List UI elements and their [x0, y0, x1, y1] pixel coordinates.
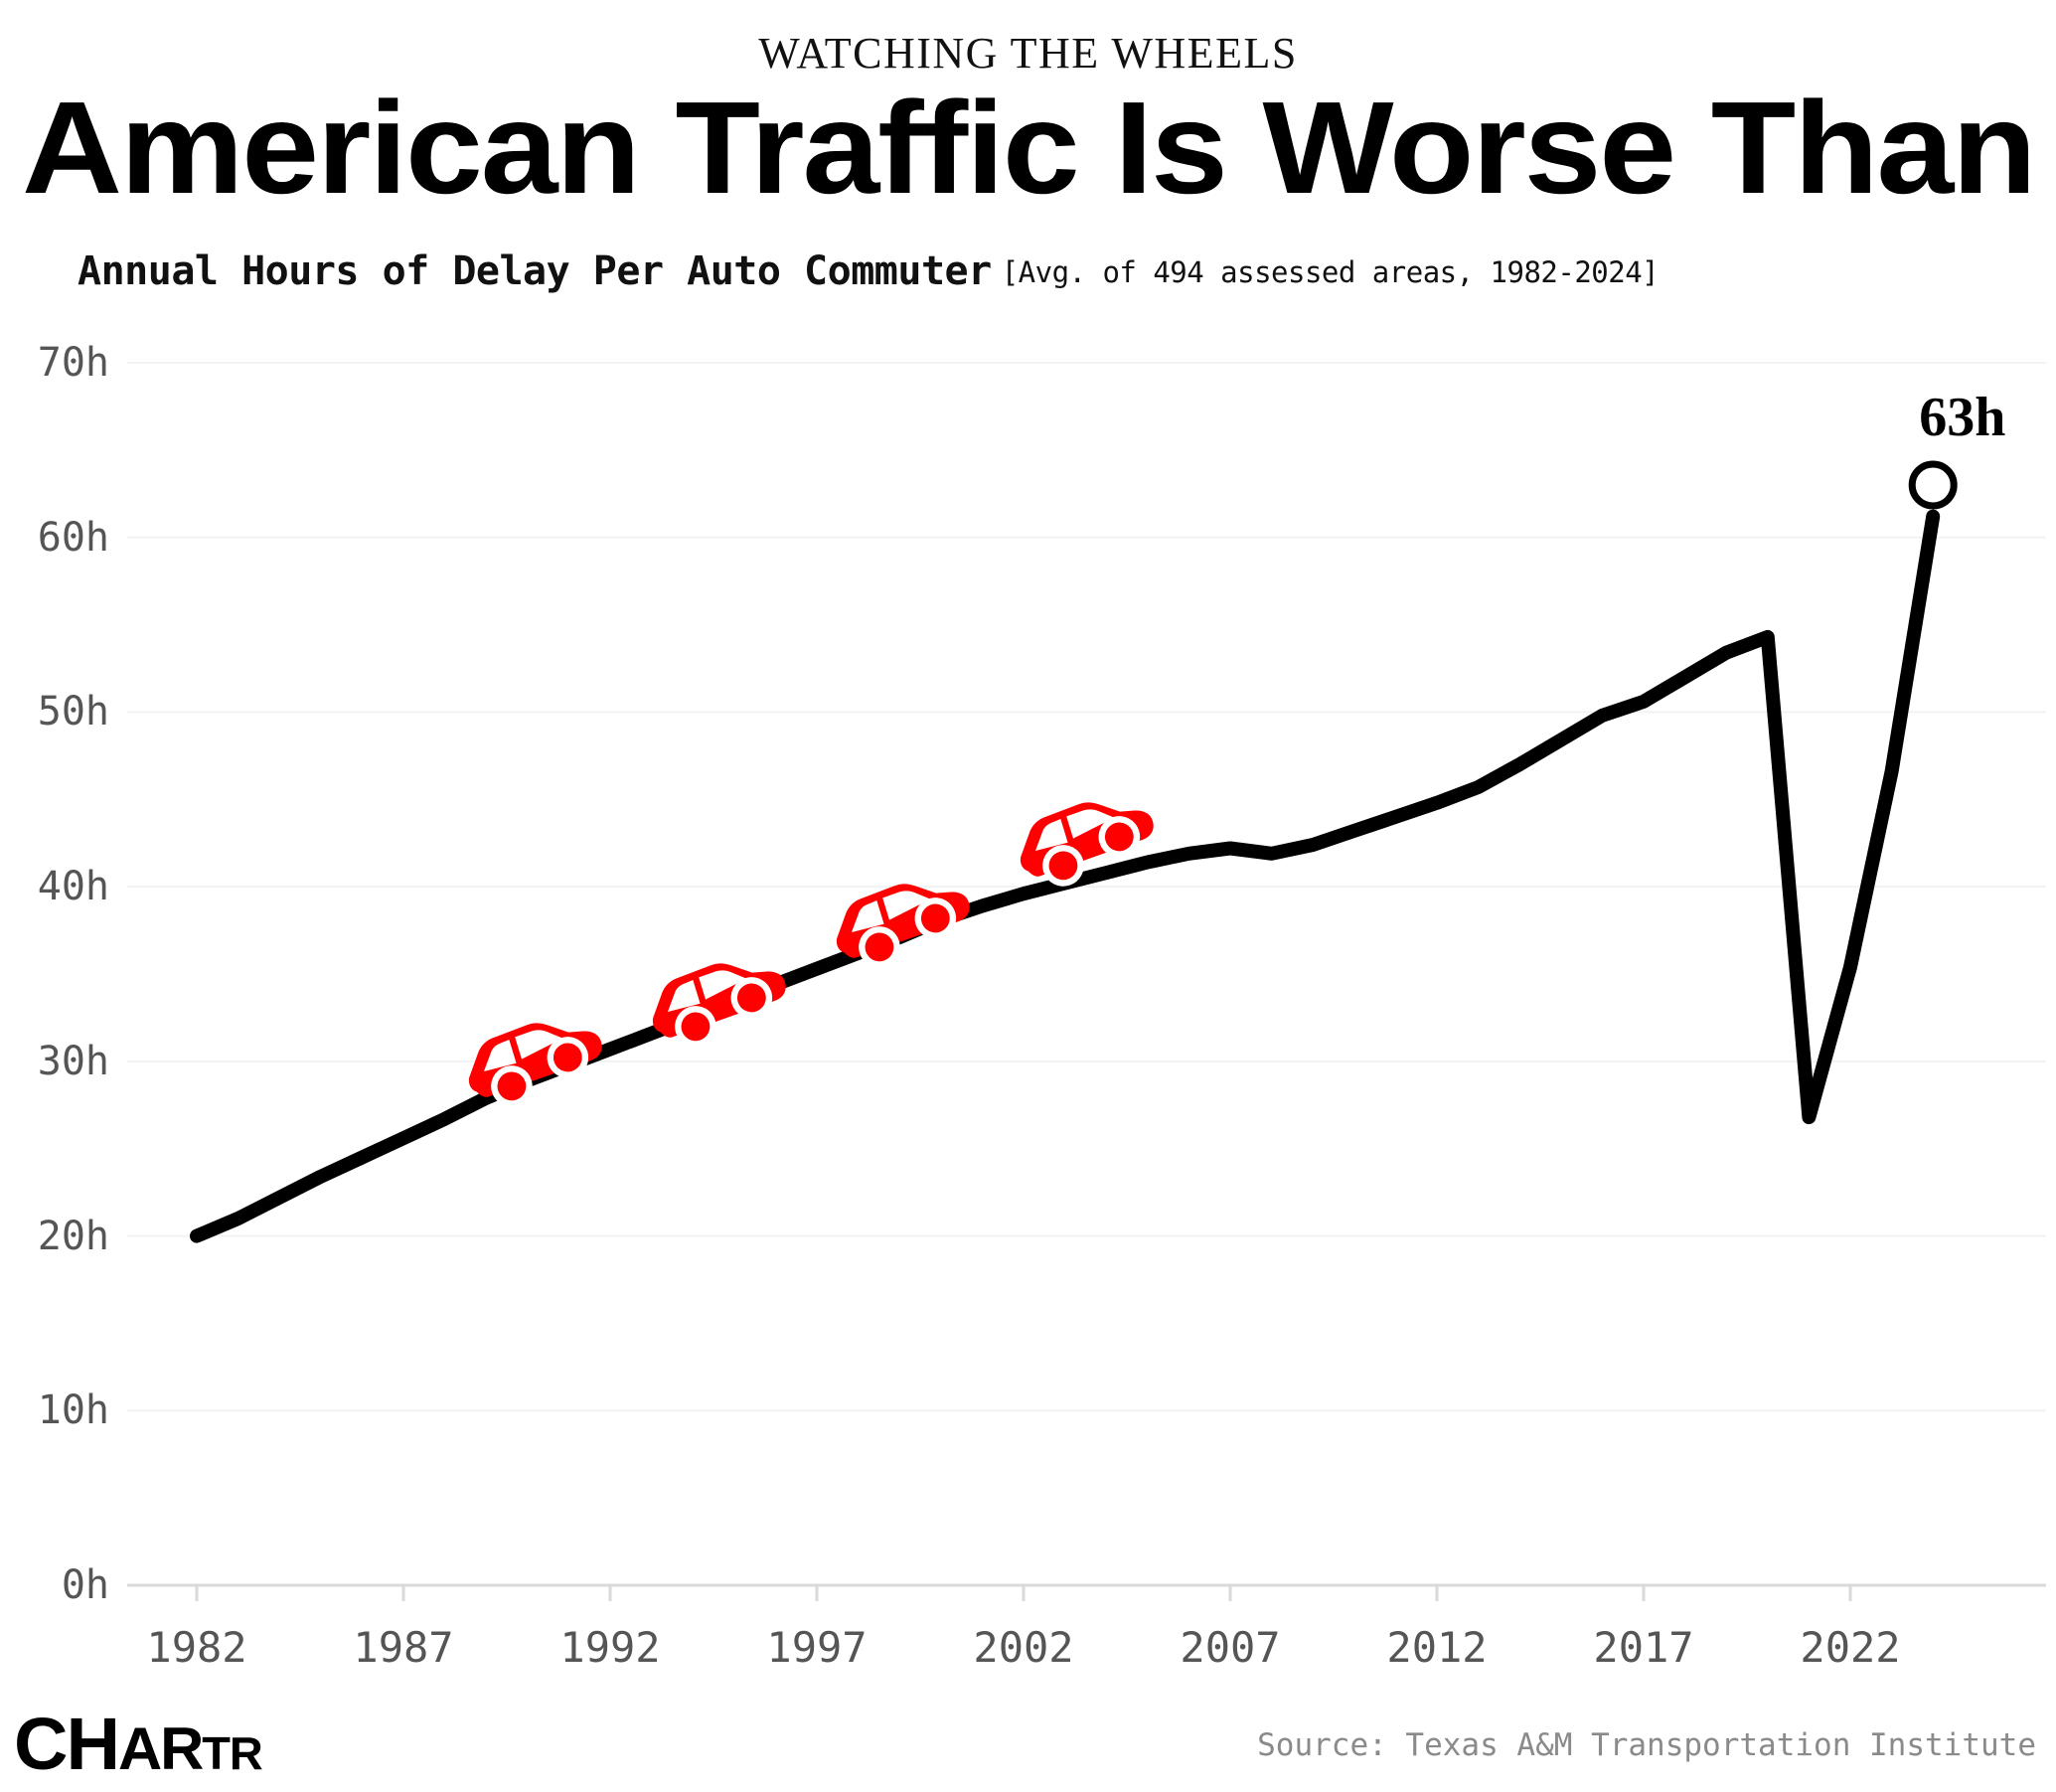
y-axis-tick-label: 20h: [37, 1213, 109, 1259]
red-car-icon: [1020, 802, 1154, 887]
y-axis-tick-label: 50h: [37, 689, 109, 735]
car-wheel: [553, 1043, 582, 1072]
x-axis-tick-label: 2002: [973, 1623, 1074, 1672]
car-rear-window: [851, 900, 884, 933]
x-axis-tick-label: 1992: [559, 1623, 661, 1672]
gridlines: [127, 362, 2046, 1587]
kicker-eyebrow: WATCHING THE WHEELS: [758, 29, 1298, 78]
car-rear-window: [667, 980, 701, 1013]
car-front-window: [882, 891, 931, 920]
car-wheel: [920, 903, 950, 933]
logo-part-1: CH: [14, 1703, 120, 1785]
y-axis-tick-label: 70h: [37, 340, 109, 386]
car-wheel: [1104, 822, 1134, 852]
car-wheel: [497, 1071, 527, 1101]
y-axis-tick-label: 0h: [61, 1562, 109, 1608]
y-axis-tick-label: 40h: [37, 864, 109, 910]
car-wheel: [1048, 851, 1078, 881]
car-front-window: [699, 970, 747, 1000]
x-axis-tick-label: 1987: [353, 1623, 454, 1672]
car-wheel: [681, 1012, 711, 1042]
red-car-icon: [652, 963, 786, 1048]
page-title: American Traffic Is Worse Than Ever: [22, 75, 2056, 221]
chart-subtitle-main: Annual Hours of Delay Per Auto Commuter: [78, 248, 992, 294]
logo-part-3: TR: [202, 1727, 263, 1779]
chart-subtitle: Annual Hours of Delay Per Auto Commuter […: [78, 248, 1660, 294]
car-rear-window: [1034, 819, 1068, 852]
x-axis-rail: [192, 1583, 2046, 1601]
x-axis-tick-label: 2007: [1180, 1623, 1281, 1672]
red-car-icon: [836, 884, 970, 968]
x-axis-tick-label: 2022: [1800, 1623, 1901, 1672]
x-axis-tick-label: 2017: [1593, 1623, 1694, 1672]
source-note: Source: Texas A&M Transportation Institu…: [1257, 1727, 2036, 1763]
y-axis-tick-label: 30h: [37, 1038, 109, 1084]
car-rear-window: [483, 1040, 517, 1072]
car-wheel: [736, 983, 766, 1013]
endpoint-value-label: 63h: [1919, 387, 2006, 448]
y-axis-tick-label: 10h: [37, 1387, 109, 1434]
x-axis-tick-label: 2012: [1386, 1623, 1488, 1672]
chart-subtitle-bracket: [Avg. of 494 assessed areas, 1982-2024]: [1001, 255, 1660, 289]
car-front-window: [515, 1030, 563, 1059]
car-front-window: [1066, 809, 1115, 839]
logo-part-2: AR: [117, 1715, 204, 1782]
car-wheel: [865, 932, 894, 962]
x-axis-tick-label: 1997: [766, 1623, 868, 1672]
endpoint-marker: [1908, 460, 1958, 510]
chartr-logo: CHARTR: [14, 1708, 263, 1782]
x-axis-tick-label: 1982: [146, 1623, 247, 1672]
y-axis-tick-label: 60h: [37, 514, 109, 561]
red-car-icon: [468, 1023, 602, 1107]
